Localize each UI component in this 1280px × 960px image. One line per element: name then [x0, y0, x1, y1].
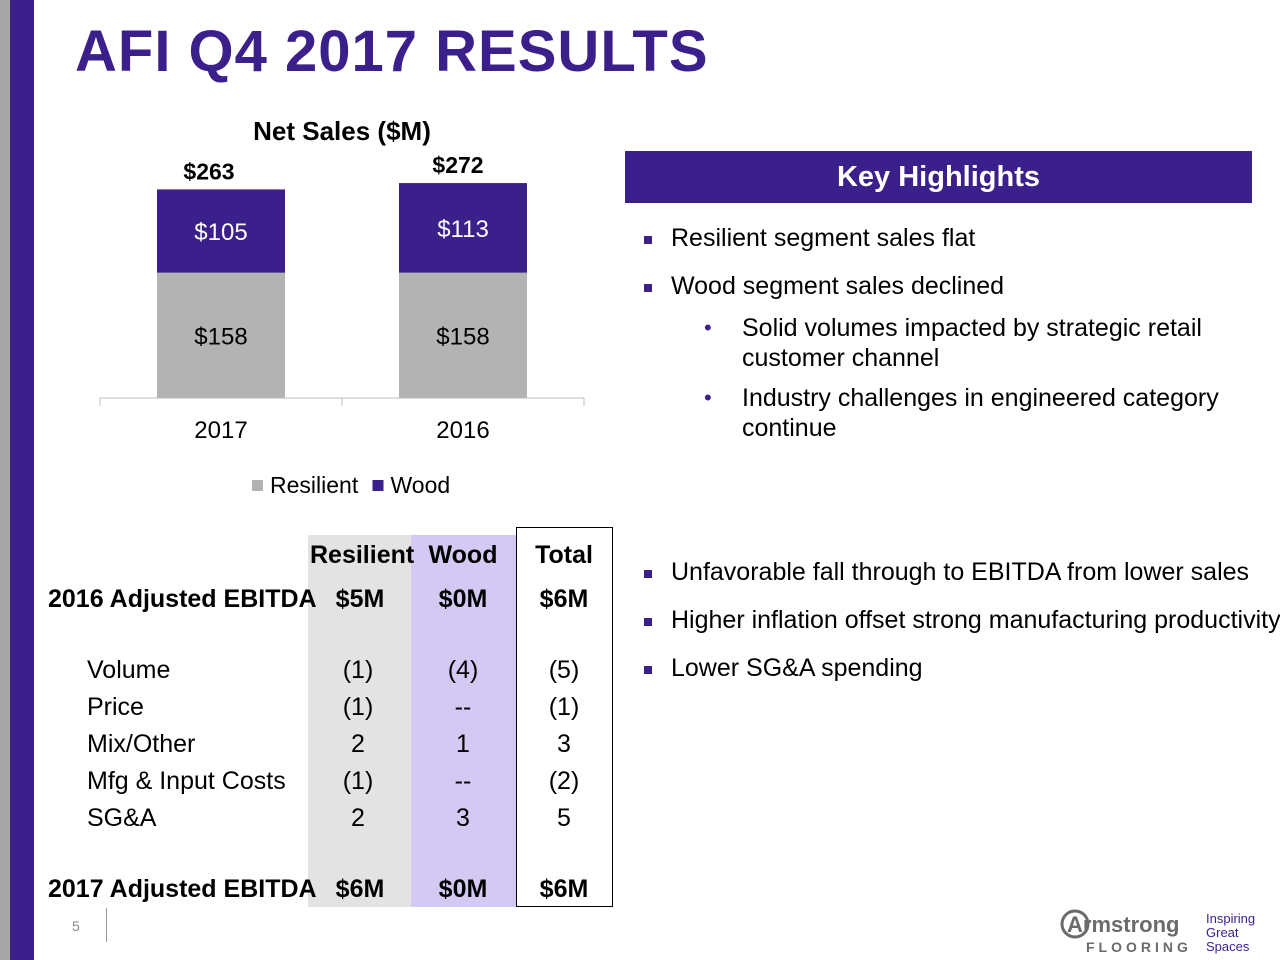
data-label-resilient-2016: $158 — [436, 323, 489, 350]
row-sga-wood: 3 — [456, 804, 470, 832]
slide-title: AFI Q4 2017 RESULTS — [75, 19, 709, 84]
square-bullet-icon — [644, 570, 652, 578]
data-label-wood-2016: $113 — [437, 216, 489, 243]
highlight-bullet-text: Resilient segment sales flat — [671, 224, 976, 252]
row-label-volume: Volume — [87, 656, 171, 684]
row-price-total: (1) — [548, 693, 580, 721]
logo-brand: Armstrong — [1067, 912, 1179, 937]
end-row-resilient: $6M — [335, 875, 385, 903]
sub-bullet-line: Solid volumes impacted by strategic reta… — [742, 314, 1202, 342]
logo-circle-icon — [1060, 909, 1090, 939]
row-mix-other-total: 3 — [557, 730, 571, 758]
ebitda-bridge-table: Resilient Wood Total 2016 Adjusted EBITD… — [40, 525, 620, 910]
bar-resilient-2017 — [157, 272, 285, 398]
start-row-resilient: $5M — [335, 585, 385, 613]
highlight-bullet-text: Lower SG&A spending — [671, 654, 923, 682]
start-row-label: 2016 Adjusted EBITDA — [48, 585, 317, 613]
end-row-wood: $0M — [438, 875, 488, 903]
page-number: 5 — [72, 918, 80, 934]
wood-column-shade — [411, 535, 516, 907]
row-price-resilient: (1) — [342, 693, 374, 721]
key-highlights-header: Key Highlights — [625, 151, 1252, 203]
square-bullet-icon — [644, 236, 652, 244]
highlight-sub-bullet-1: • Solid volumes impacted by strategic re… — [704, 313, 1202, 373]
row-volume-total: (5) — [548, 656, 580, 684]
sidebar-purple-stripe — [10, 0, 34, 960]
row-price-wood: -- — [454, 693, 472, 721]
logo-sub: FLOORING — [1086, 939, 1192, 955]
total-label-2017: $263 — [183, 158, 234, 184]
round-bullet-icon: • — [704, 315, 712, 340]
data-label-wood-2017: $105 — [194, 219, 247, 246]
highlight-bullet-2: Wood segment sales declined — [644, 272, 1005, 301]
armstrong-logo-mark: Armstrong FLOORING Inspiring Great Space… — [1060, 909, 1255, 955]
chart-title: Net Sales ($M) — [253, 116, 431, 146]
bar-resilient-2016 — [399, 272, 527, 398]
highlight-bullet-1: Resilient segment sales flat — [644, 224, 976, 253]
sidebar-gray-stripe — [0, 0, 10, 960]
x-tick-label-2017: 2017 — [194, 417, 247, 444]
data-label-resilient-2017: $158 — [194, 323, 247, 350]
highlight-bullet-5: Lower SG&A spending — [644, 654, 923, 683]
sub-bullet-line: continue — [742, 414, 837, 442]
key-highlights-title: Key Highlights — [836, 160, 1040, 193]
armstrong-flooring-logo: Armstrong FLOORING Inspiring Great Space… — [1058, 905, 1273, 955]
logo-tagline-3: Spaces — [1206, 939, 1250, 954]
end-row-label: 2017 Adjusted EBITDA — [48, 875, 317, 903]
row-volume-resilient: (1) — [342, 656, 374, 684]
total-column-border — [516, 527, 613, 907]
total-label-2016: $272 — [432, 152, 483, 178]
row-label-mfg-input-costs: Mfg & Input Costs — [87, 767, 286, 795]
legend-swatch-wood — [372, 480, 384, 491]
highlight-bullet-text: Wood segment sales declined — [671, 272, 1005, 300]
row-sga-total: 5 — [557, 804, 571, 832]
legend-label-resilient: Resilient — [270, 472, 359, 498]
sub-bullet-line: Industry challenges in engineered catego… — [742, 384, 1219, 412]
highlight-bullet-3: Unfavorable fall through to EBITDA from … — [644, 558, 1250, 587]
end-row-total: $6M — [539, 875, 589, 903]
x-tick-label-2016: 2016 — [436, 417, 489, 444]
highlight-bullet-4: Higher inflation offset strong manufactu… — [644, 606, 1280, 635]
resilient-column-shade — [308, 535, 411, 907]
round-bullet-icon: • — [704, 385, 712, 410]
row-mfg-total: (2) — [548, 767, 580, 795]
row-sga-resilient: 2 — [351, 804, 365, 832]
row-mix-other-wood: 1 — [456, 730, 470, 758]
chart-marks: $158 $105 $263 2017 $158 $113 $272 2016 Resilien… — [99, 152, 585, 498]
start-row-total: $6M — [539, 585, 589, 613]
header-wood: Wood — [428, 541, 498, 569]
row-mfg-resilient: (1) — [342, 767, 374, 795]
row-label-price: Price — [87, 693, 144, 721]
row-mix-other-resilient: 2 — [351, 730, 365, 758]
row-label-mix-other: Mix/Other — [87, 730, 196, 758]
footer-divider — [106, 908, 107, 942]
square-bullet-icon — [644, 666, 652, 674]
row-mfg-wood: -- — [454, 767, 472, 795]
highlight-bullet-text: Higher inflation offset strong manufactu… — [671, 606, 1280, 634]
header-total: Total — [535, 541, 593, 569]
row-label-sga: SG&A — [87, 804, 157, 832]
square-bullet-icon — [644, 618, 652, 626]
net-sales-chart-svg: Net Sales ($M) $158$105$2632017$158$113$… — [99, 116, 585, 498]
sub-bullet-line: customer channel — [742, 344, 940, 372]
bar-wood-2016 — [399, 183, 527, 273]
logo-tagline-2: Great — [1206, 925, 1239, 940]
start-row-wood: $0M — [438, 585, 488, 613]
bar-wood-2017 — [157, 189, 285, 273]
legend-label-wood: Wood — [391, 472, 451, 498]
header-resilient: Resilient — [310, 541, 415, 569]
net-sales-chart: Net Sales ($M) $158 $105 $263 2017 $158 $113 $… — [80, 110, 600, 515]
highlight-bullet-text: Unfavorable fall through to EBITDA from … — [671, 558, 1250, 586]
square-bullet-icon — [644, 284, 652, 292]
logo-tagline-1: Inspiring — [1206, 911, 1255, 926]
row-volume-wood: (4) — [447, 656, 479, 684]
highlight-sub-bullet-2: • Industry challenges in engineered cate… — [704, 383, 1219, 443]
legend-swatch-resilient — [252, 480, 263, 491]
